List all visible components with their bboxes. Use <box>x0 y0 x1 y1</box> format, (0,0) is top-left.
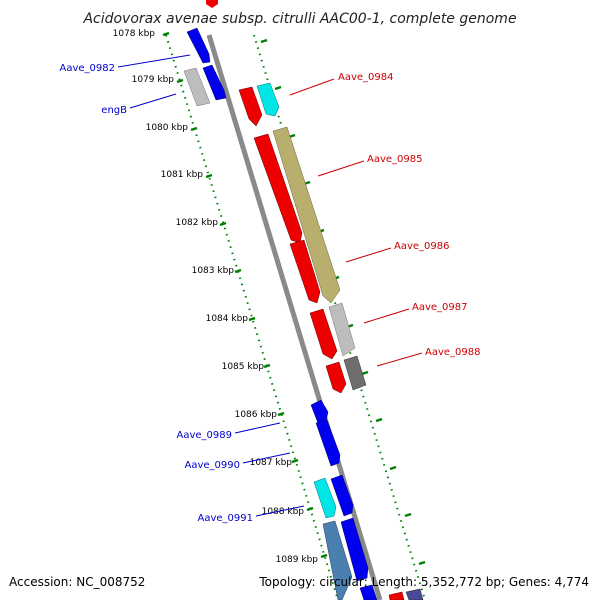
gene-bottom-partial-a <box>359 584 378 600</box>
gene-label-engB: engB <box>101 105 127 116</box>
gene-engB <box>183 67 211 107</box>
scale-label: 1078 kbp <box>113 29 156 39</box>
scale-tick-major-right <box>274 85 282 91</box>
scale-tick-major-right <box>418 560 426 566</box>
scale-tick-major <box>320 553 328 559</box>
scale-label: 1084 kbp <box>206 314 249 324</box>
scale-label: 1082 kbp <box>176 218 219 228</box>
leader-Aave_0988 <box>376 352 423 367</box>
gene-Aave_0991 <box>330 474 354 517</box>
scale-tick-major <box>176 78 184 84</box>
map-title: Acidovorax avenae subsp. citrulli AAC00-… <box>82 11 516 27</box>
gene-Aave_0987 <box>309 308 338 360</box>
gene-label-Aave_0982: Aave_0982 <box>60 63 116 74</box>
leader-Aave_0982 <box>117 54 191 68</box>
forward-genes <box>183 27 378 600</box>
scale-tick-major <box>277 411 285 417</box>
gene-label-Aave_0988: Aave_0988 <box>425 347 481 358</box>
scale-label: 1087 kbp <box>250 458 293 468</box>
reverse-genes <box>238 82 424 600</box>
scale-label: 1088 kbp <box>262 507 305 517</box>
scale-tick-major <box>162 31 170 37</box>
scale-tick-major-right <box>404 512 412 518</box>
gene-Aave_0988-dark <box>343 355 367 391</box>
gene-Aave_0986 <box>289 239 321 304</box>
gene-Aave_0982 <box>202 64 227 101</box>
scale-ticks: 1078 kbp 1079 kbp 1080 kbp 1081 kbp 1082… <box>113 29 426 566</box>
gene-Aave_0987-grey <box>328 302 356 357</box>
gene-Aave_0993 <box>340 517 369 582</box>
gene-Aave_0986-tan <box>272 126 341 304</box>
leader-Aave_0989 <box>234 422 281 434</box>
genome-summary-text: Topology: circular; Length: 5,352,772 bp… <box>258 575 589 589</box>
scale-label: 1086 kbp <box>235 410 278 420</box>
scale-label: 1089 kbp <box>276 555 319 565</box>
gene-Aave_0990 <box>313 477 337 519</box>
gene-Aave_0992 <box>322 520 353 600</box>
gene-label-Aave_0984: Aave_0984 <box>338 72 394 83</box>
scale-tick-major <box>219 221 227 227</box>
label-leaders <box>117 54 423 517</box>
gene-Aave_0983 <box>238 86 263 127</box>
scale-tick-major <box>205 173 213 179</box>
leader-Aave_0984 <box>289 78 335 96</box>
gene-label-Aave_0987: Aave_0987 <box>412 302 468 313</box>
leader-Aave_0986 <box>345 247 392 263</box>
scale-label: 1081 kbp <box>161 170 204 180</box>
gene-label-Aave_0986: Aave_0986 <box>394 241 450 252</box>
gene-Aave_0981 <box>186 27 211 64</box>
gene-label-Aave_0989: Aave_0989 <box>177 430 233 441</box>
leader-Aave_0991 <box>255 505 305 517</box>
gene-Aave_0989a <box>310 399 329 424</box>
leader-Aave_0985 <box>317 160 365 177</box>
accession-text: Accession: NC_008752 <box>9 575 145 589</box>
scale-label: 1085 kbp <box>222 362 265 372</box>
scale-label: 1083 kbp <box>192 266 235 276</box>
leader-engB <box>129 93 177 109</box>
scale-tick-major <box>263 363 271 369</box>
leader-Aave_0987 <box>363 308 410 324</box>
scale-tick-major <box>291 458 299 464</box>
scale-tick-major-right <box>375 417 383 423</box>
scale-label: 1080 kbp <box>146 123 189 133</box>
scale-label: 1079 kbp <box>132 75 175 85</box>
leader-Aave_0990 <box>242 452 291 464</box>
scale-tick-major-right <box>361 370 369 376</box>
gene-label-Aave_0985: Aave_0985 <box>367 154 423 165</box>
gene-Aave_0985 <box>253 133 303 244</box>
gene-bottom-partial-c <box>405 588 424 600</box>
scale-tick-major <box>248 316 256 322</box>
gene-label-Aave_0990: Aave_0990 <box>185 460 241 471</box>
gene-Aave_0988 <box>325 361 347 394</box>
scale-tick-major <box>306 506 314 512</box>
scale-tick-major-right <box>389 465 397 471</box>
scale-tick-major-right <box>260 38 268 44</box>
gene-label-Aave_0991: Aave_0991 <box>198 513 254 524</box>
gene-labels: Aave_0982 engB Aave_0989 Aave_0990 Aave_… <box>60 63 481 524</box>
gene-top-partial <box>206 0 218 8</box>
scale-tick-major <box>190 126 198 132</box>
gene-Aave_0989 <box>315 419 341 467</box>
scale-tick-major <box>234 268 242 274</box>
gene-Aave_0984 <box>256 82 280 117</box>
gene-bottom-partial-b <box>388 591 405 600</box>
